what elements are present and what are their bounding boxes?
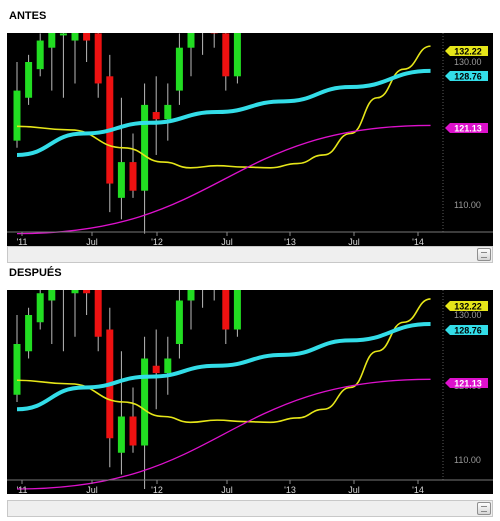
- chart-scrollbar-after[interactable]: [7, 500, 493, 517]
- x-tick-label: '13: [284, 485, 296, 494]
- x-tick-label: Jul: [348, 485, 360, 494]
- x-tick-label: '11: [16, 237, 27, 247]
- series-line-ma_mid: [16, 321, 431, 412]
- candle-up: [25, 315, 33, 352]
- candle-up: [36, 293, 44, 323]
- x-tick-label: '14: [412, 485, 424, 494]
- candle-up: [59, 33, 67, 36]
- candle-up: [164, 358, 172, 373]
- candle-up: [141, 104, 149, 191]
- badge-label: 128.76: [454, 326, 482, 336]
- y-tick-label: 110.00: [454, 455, 481, 465]
- badge-label: 132.22: [454, 302, 482, 312]
- badge-shape: [445, 301, 488, 311]
- candle-down: [222, 290, 230, 330]
- scroll-thumb-after[interactable]: [477, 502, 491, 515]
- candle-up: [187, 290, 195, 301]
- candle-down: [222, 33, 230, 77]
- candle-up: [164, 104, 172, 120]
- candle-up: [25, 62, 33, 98]
- candle-down: [152, 112, 160, 120]
- candle-up: [71, 290, 79, 294]
- x-tick-label: Jul: [221, 485, 233, 494]
- badge-label: 128.76: [454, 72, 482, 82]
- series-line-ma_slow: [16, 378, 431, 490]
- value-badge-ma_slow: 121.13: [445, 123, 488, 134]
- panel-title-after: DESPUÉS: [9, 267, 62, 279]
- y-tick-label: 130.00: [454, 310, 482, 320]
- grip-icon: [481, 252, 487, 258]
- series-line-ma_fast: [16, 45, 431, 169]
- y-tick-label: 130.00: [454, 57, 482, 67]
- candle-up: [141, 358, 149, 446]
- candle-down: [83, 33, 91, 41]
- candle-up: [233, 33, 241, 77]
- scroll-thumb-before[interactable]: [477, 248, 491, 261]
- grip-icon: [481, 506, 487, 512]
- candle-down: [129, 416, 137, 446]
- candle-up: [117, 416, 125, 453]
- candle-up: [36, 40, 44, 70]
- badge-shape: [445, 71, 488, 81]
- x-tick-label: Jul: [221, 237, 233, 247]
- chart-scrollbar-before[interactable]: [7, 246, 493, 263]
- candle-up: [13, 344, 21, 395]
- value-badge-ma_mid: 128.76: [445, 325, 488, 336]
- badge-shape: [445, 123, 488, 133]
- candle-up: [233, 290, 241, 330]
- candle-up: [13, 90, 21, 141]
- price-chart-after[interactable]: '11Jul'12Jul'13Jul'14130.00120.00110.001…: [7, 290, 493, 494]
- badge-shape: [445, 46, 488, 56]
- candle-down: [152, 365, 160, 373]
- x-tick-label: '13: [284, 237, 296, 247]
- candle-down: [94, 33, 102, 84]
- x-tick-label: '12: [151, 237, 163, 247]
- badge-label: 121.13: [454, 124, 482, 134]
- candle-up: [48, 290, 56, 301]
- candle-up: [48, 33, 56, 48]
- candle-down: [83, 290, 91, 294]
- price-chart-before[interactable]: '11Jul'12Jul'13Jul'14130.00120.00110.001…: [7, 33, 493, 250]
- candle-up: [175, 300, 183, 344]
- value-badge-ma_mid: 128.76: [445, 71, 488, 82]
- badge-shape: [445, 325, 488, 335]
- value-badge-ma_fast: 132.22: [445, 301, 488, 312]
- value-badge-ma_slow: 121.13: [445, 378, 488, 389]
- candle-up: [117, 162, 125, 198]
- value-badge-ma_fast: 132.22: [445, 46, 488, 57]
- badge-label: 132.22: [454, 47, 482, 57]
- series-line-ma_slow: [16, 124, 431, 235]
- series-line-ma_mid: [16, 68, 431, 157]
- candle-up: [175, 47, 183, 91]
- candle-down: [94, 290, 102, 337]
- x-tick-label: Jul: [86, 485, 98, 494]
- chart-canvas: '11Jul'12Jul'13Jul'14130.00120.00110.001…: [7, 33, 493, 247]
- series-line-ma_fast: [16, 298, 431, 424]
- candle-down: [129, 162, 137, 191]
- x-tick-label: '11: [16, 485, 27, 494]
- badge-shape: [445, 378, 488, 388]
- x-tick-label: Jul: [86, 237, 98, 247]
- panel-title-before: ANTES: [9, 10, 47, 22]
- x-tick-label: '14: [412, 237, 424, 247]
- candle-up: [71, 33, 79, 41]
- badge-label: 121.13: [454, 379, 482, 389]
- x-tick-label: '12: [151, 485, 163, 494]
- candle-up: [187, 33, 195, 48]
- x-tick-label: Jul: [348, 237, 360, 247]
- y-tick-label: 110.00: [454, 200, 481, 210]
- chart-canvas: '11Jul'12Jul'13Jul'14130.00120.00110.001…: [7, 290, 493, 494]
